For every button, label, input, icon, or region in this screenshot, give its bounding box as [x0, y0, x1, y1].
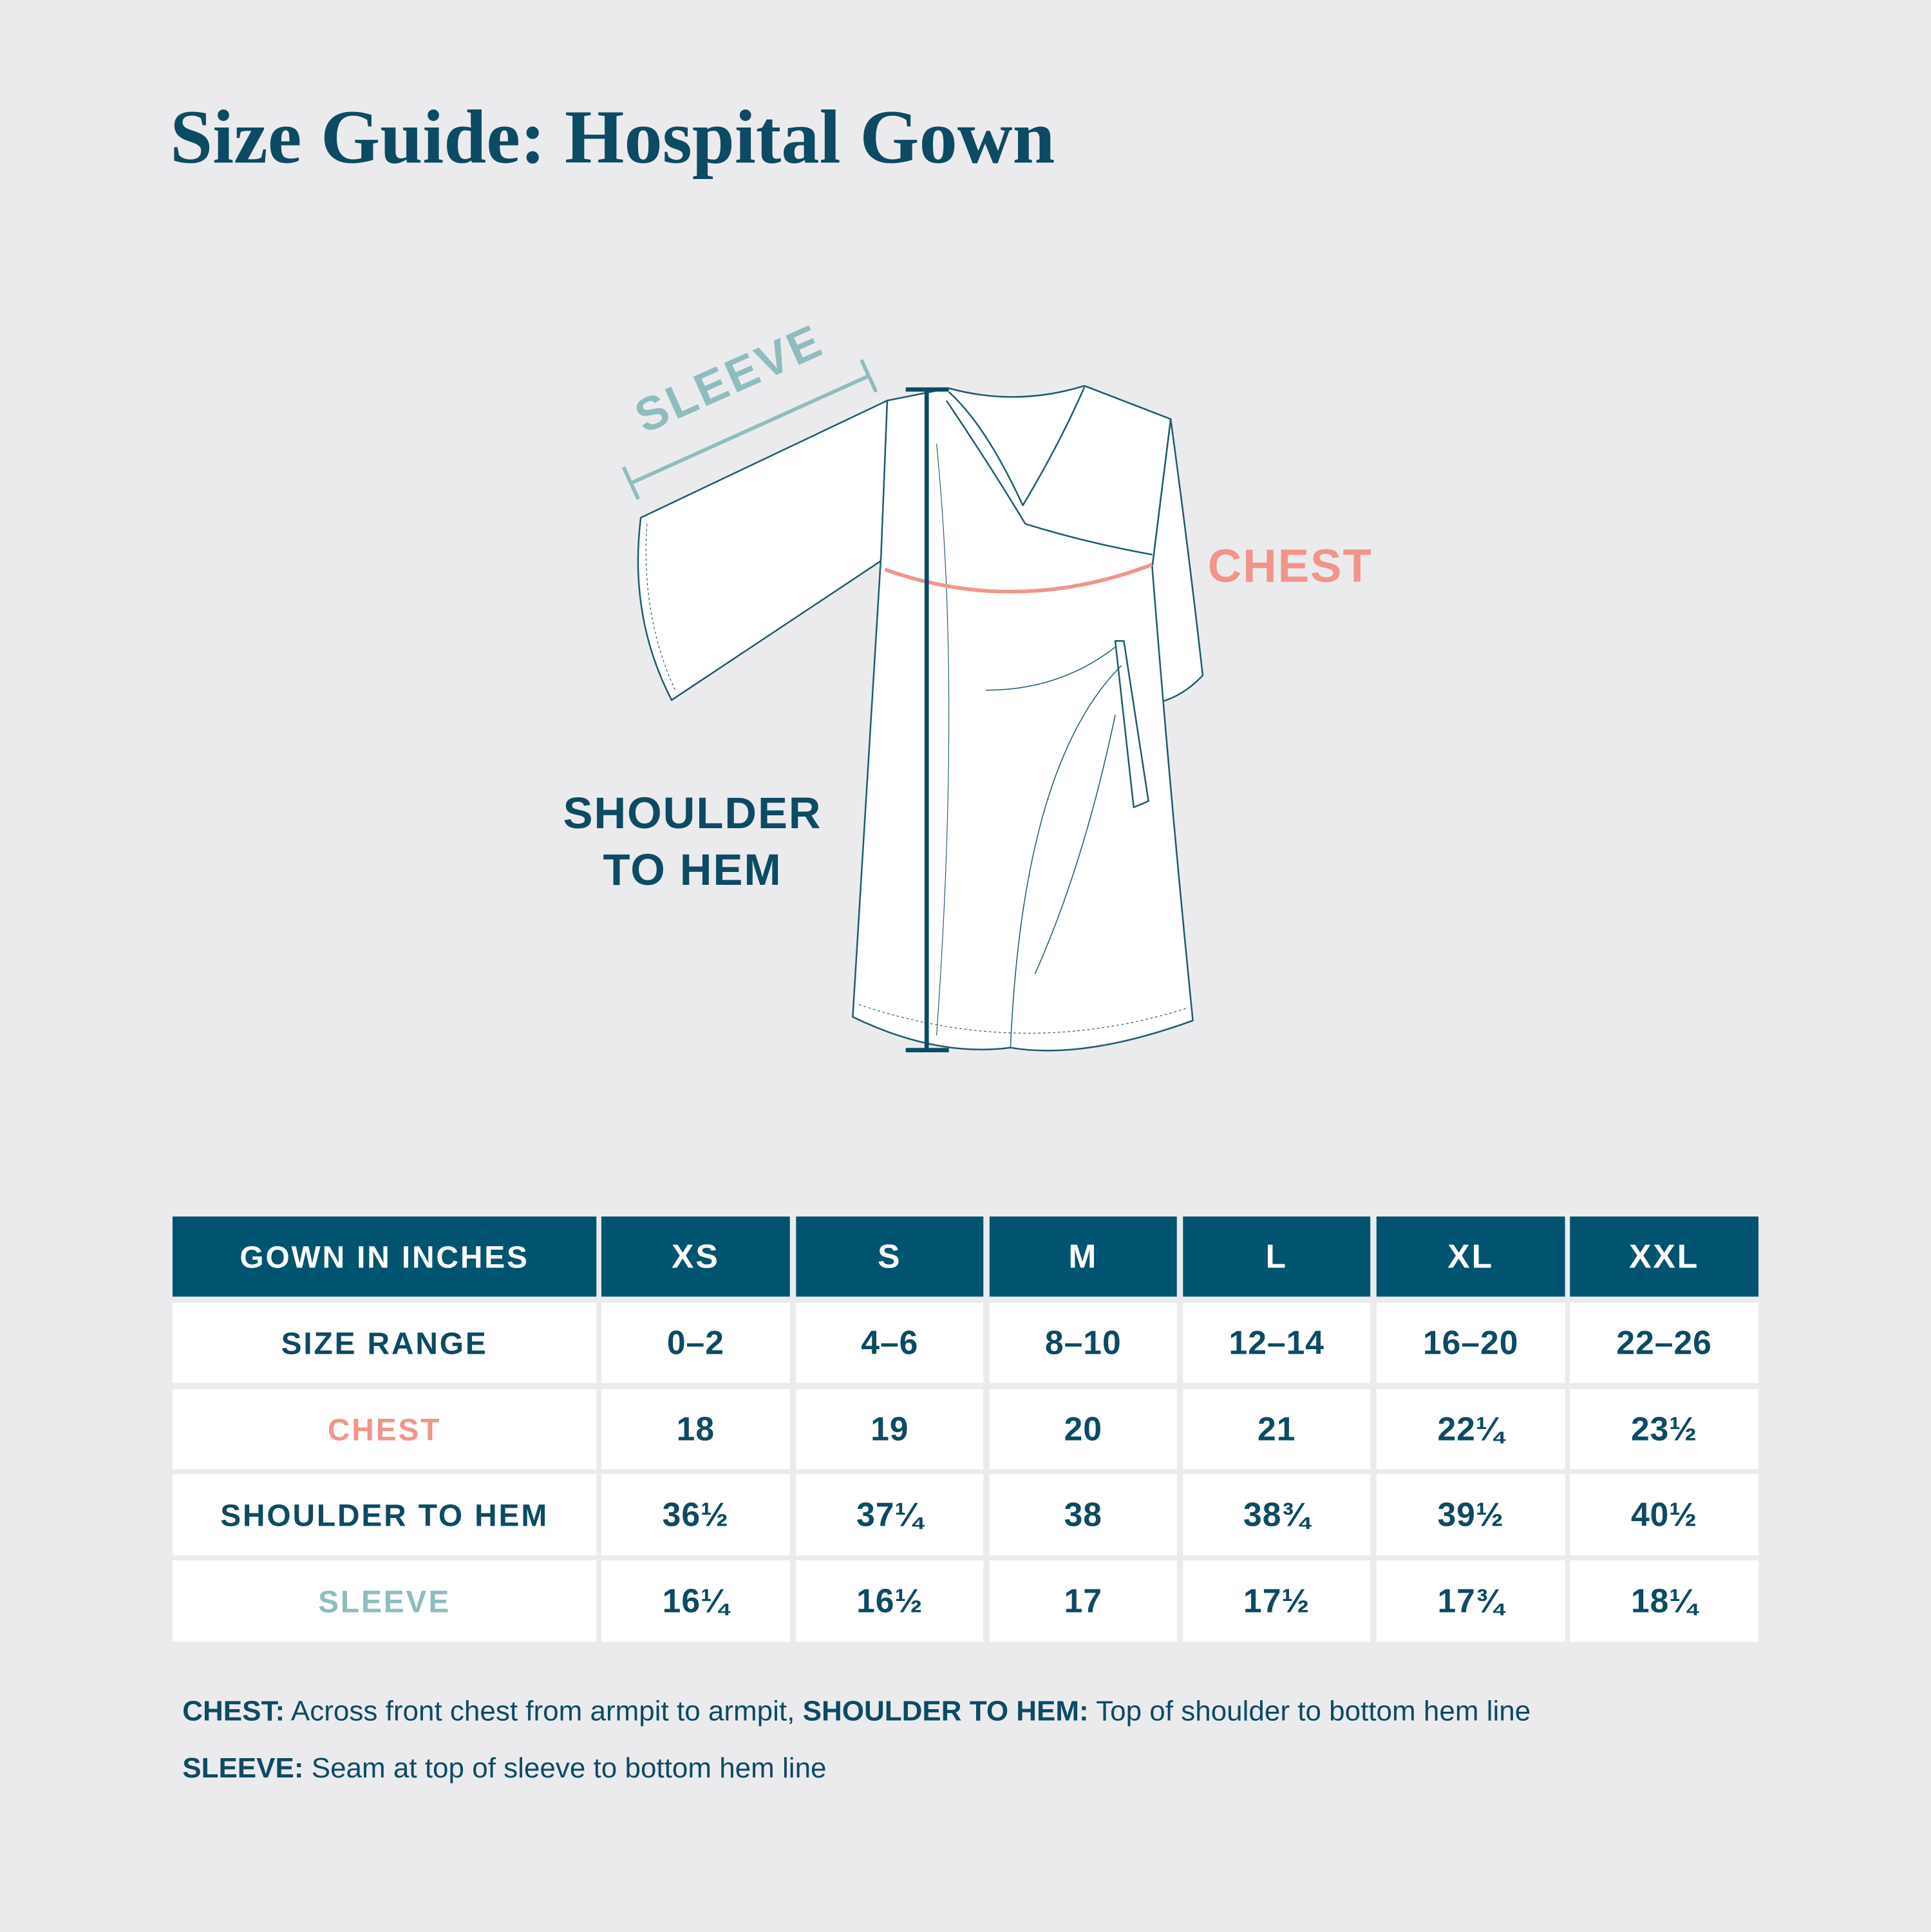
cell-value: 4–6	[861, 1323, 918, 1361]
cell-value: 19	[871, 1410, 909, 1447]
header-cell	[989, 1216, 1177, 1297]
header-cell	[172, 1216, 597, 1297]
header-cell	[601, 1216, 790, 1297]
size-table: GOWN IN INCHES XS S M L XL XXL SIZE RANGE 0–2 4–6…	[172, 1216, 1759, 1642]
cell-value: 40½	[1631, 1495, 1697, 1533]
header-text: M	[1068, 1237, 1098, 1274]
header-cell	[1183, 1216, 1371, 1297]
table-cell	[1376, 1388, 1565, 1470]
cell-value: 36½	[663, 1495, 729, 1533]
note-line: CHEST: Across front chest from armpit to…	[182, 1696, 1531, 1727]
table-cell	[172, 1388, 597, 1470]
cell-value: 20	[1064, 1410, 1102, 1447]
row-label: CHEST	[328, 1413, 441, 1447]
header-cell	[1376, 1216, 1565, 1297]
table-cell	[1570, 1388, 1759, 1470]
cell-value: 0–2	[667, 1323, 724, 1361]
title: Size Guide: Hospital Gown	[170, 95, 1055, 180]
chest-measure	[884, 562, 1153, 594]
header-text: S	[878, 1237, 901, 1274]
cell-value: 18	[677, 1410, 715, 1447]
note-label: CHEST:	[182, 1696, 285, 1727]
note-text: Across front chest from armpit to armpit…	[285, 1696, 802, 1727]
shoulder-label: TO HEM	[603, 845, 782, 895]
header-cell	[1570, 1216, 1759, 1297]
shoulder-label: SHOULDER	[563, 788, 822, 838]
row-label: SHOULDER TO HEM	[220, 1499, 549, 1533]
table-cell	[1376, 1560, 1565, 1642]
table-cell	[989, 1388, 1177, 1470]
notes: CHEST: Across front chest from armpit to…	[182, 1696, 1531, 1784]
cell-value: 17¾	[1437, 1582, 1505, 1619]
table-cell	[1376, 1473, 1565, 1556]
header-text: XL	[1447, 1237, 1494, 1274]
cell-value: 17	[1064, 1582, 1102, 1619]
cell-value: 21	[1258, 1410, 1295, 1447]
table-cell	[989, 1302, 1177, 1383]
note-label: SLEEVE:	[182, 1752, 303, 1784]
table-cell	[1183, 1473, 1371, 1556]
table-cell	[601, 1302, 790, 1383]
cell-value: 22¼	[1437, 1410, 1505, 1447]
cell-value: 18¼	[1631, 1582, 1699, 1619]
table-cell	[1570, 1473, 1759, 1556]
header-text: L	[1266, 1237, 1288, 1274]
cell-value: 39½	[1437, 1495, 1503, 1533]
header-text: GOWN IN INCHES	[240, 1240, 529, 1274]
cell-value: 16½	[856, 1582, 923, 1619]
table-cell	[1570, 1302, 1759, 1383]
header-cell	[796, 1216, 984, 1297]
table-cell	[172, 1302, 597, 1383]
table-cell	[172, 1473, 597, 1556]
cell-value: 38¾	[1243, 1495, 1312, 1533]
table-cell	[1376, 1302, 1565, 1383]
cell-value: 12–14	[1229, 1323, 1324, 1361]
table-cell	[796, 1473, 984, 1556]
table-cell	[1183, 1560, 1371, 1642]
table-cell	[601, 1560, 790, 1642]
cell-value: 17½	[1243, 1582, 1310, 1619]
table-cell	[796, 1302, 984, 1383]
table-cell	[989, 1560, 1177, 1642]
cell-value: 23½	[1631, 1410, 1697, 1447]
table-cell	[1570, 1560, 1759, 1642]
row-label: SIZE RANGE	[281, 1327, 488, 1361]
note-label: SHOULDER TO HEM:	[803, 1696, 1089, 1727]
cell-value: 22–26	[1616, 1323, 1711, 1361]
note-text: Seam at top of sleeve to bottom hem line	[304, 1752, 827, 1784]
table-cell	[601, 1473, 790, 1556]
row-label: SLEEVE	[318, 1585, 451, 1619]
cell-value: 8–10	[1045, 1323, 1122, 1361]
cell-value: 16¼	[663, 1582, 731, 1619]
note-line: SLEEVE: Seam at top of sleeve to bottom …	[182, 1752, 826, 1784]
note-text: Top of shoulder to bottom hem line	[1089, 1696, 1531, 1727]
table-cell	[796, 1388, 984, 1470]
table-cell	[1183, 1302, 1371, 1383]
cell-value: 16–20	[1423, 1323, 1518, 1361]
table-cell	[989, 1473, 1177, 1556]
cell-value: 37¼	[856, 1495, 925, 1533]
table-cell	[1183, 1388, 1371, 1470]
chest-label: CHEST	[1208, 540, 1373, 592]
cell-value: 38	[1064, 1495, 1102, 1533]
table-cell	[796, 1560, 984, 1642]
header-text: XS	[672, 1237, 720, 1274]
table-cell	[601, 1388, 790, 1470]
table-cell	[172, 1560, 597, 1642]
header-text: XXL	[1629, 1237, 1699, 1274]
shoulder-measure	[905, 387, 949, 1052]
gown-drawing	[637, 384, 1204, 1052]
sleeve-measure	[621, 359, 878, 500]
